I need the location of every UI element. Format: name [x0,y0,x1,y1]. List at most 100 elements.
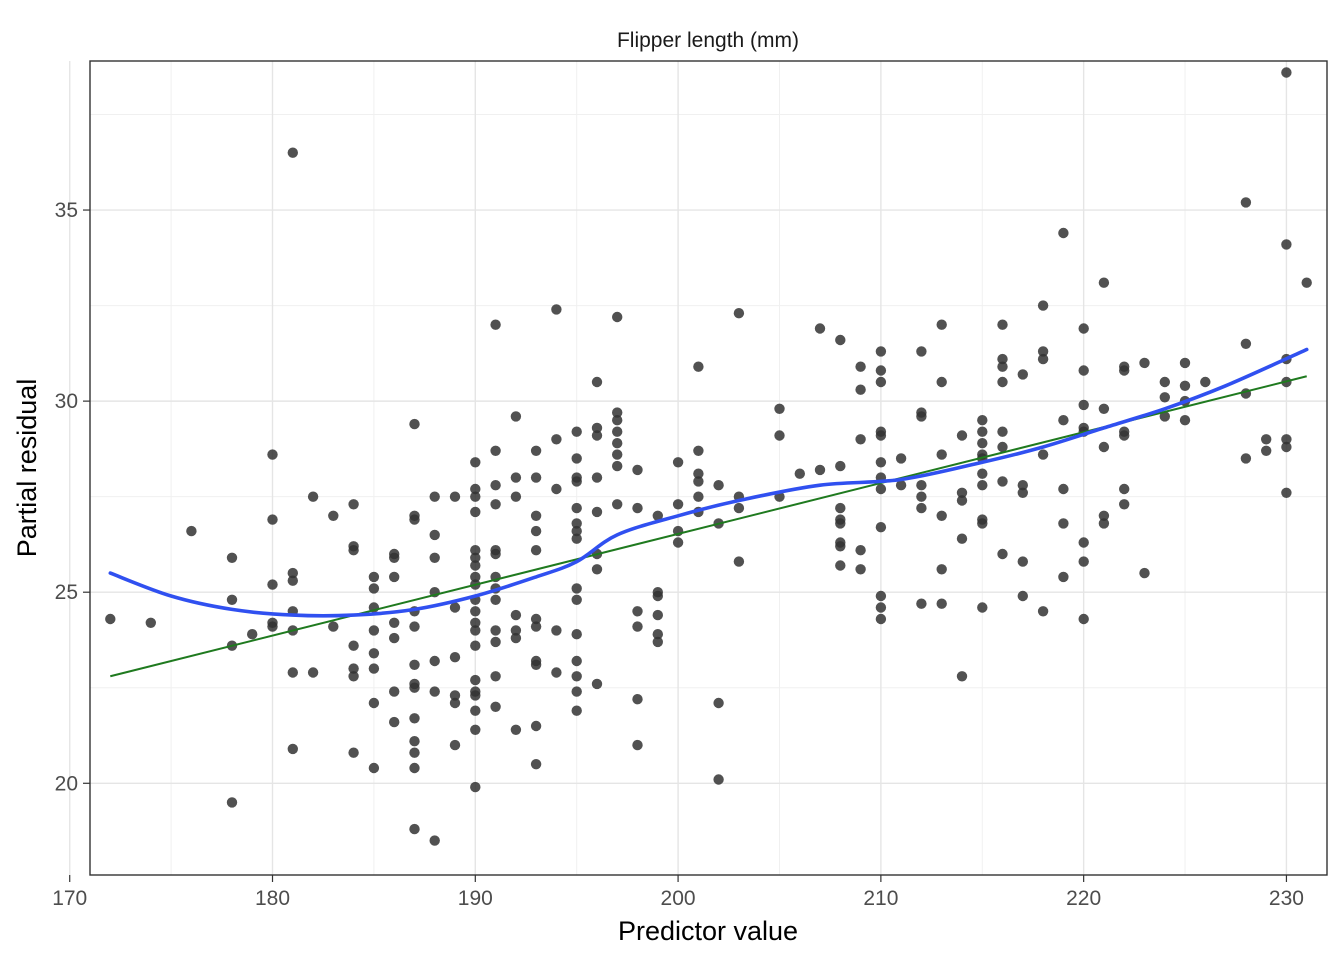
data-point [612,407,623,418]
data-point [835,334,846,346]
data-point [1058,483,1069,495]
data-point [916,598,927,609]
data-point [875,483,887,495]
data-point [287,147,298,158]
data-point [571,476,582,487]
data-point [1281,441,1292,453]
data-point [1159,376,1171,388]
data-point [490,445,501,456]
data-point [733,556,745,567]
data-point [571,518,582,529]
data-point [936,564,947,575]
data-point [1078,323,1089,334]
data-point [470,724,481,735]
data-point [409,736,420,747]
data-point [389,632,400,644]
data-point [470,552,481,563]
data-point [875,457,887,468]
x-axis: 170 180 190 200 210 220 230 [52,875,1304,910]
data-point [1037,449,1049,460]
data-point [1179,415,1191,426]
data-point [551,667,562,678]
data-point [409,514,420,525]
data-point [510,632,522,644]
data-point [226,552,238,563]
data-point [429,655,440,667]
data-point [693,468,704,479]
data-point [389,571,400,583]
data-point [470,457,481,468]
data-point [632,502,643,514]
data-point [145,617,156,628]
data-point [368,697,380,709]
data-point [368,648,380,659]
data-point [510,724,522,735]
data-point [875,365,887,376]
data-point [612,438,623,449]
data-point [348,640,359,651]
data-point [105,613,116,625]
x-tick-label: 190 [458,887,493,910]
data-point [1037,300,1049,311]
data-point [470,690,481,701]
data-point [875,376,887,388]
data-point [1017,480,1028,491]
data-point [267,579,278,590]
y-axis-title: Partial residual [12,379,42,558]
x-tick-label: 200 [661,887,696,910]
data-point [307,667,319,678]
data-point [267,621,278,632]
data-point [510,472,522,483]
data-point [1301,277,1312,288]
data-point [591,430,603,441]
plot-panel [69,60,1328,876]
data-point [510,609,522,621]
data-point [287,575,298,586]
data-point [226,797,238,808]
data-point [510,491,522,502]
data-point [612,449,623,460]
data-point [389,716,400,728]
data-point [571,502,582,514]
data-point [936,319,947,330]
data-point [1281,434,1292,445]
data-point [835,560,846,571]
data-point [591,376,603,388]
data-point [997,548,1008,560]
y-tick-label: 25 [55,581,78,604]
data-point [470,640,481,651]
data-point [490,671,501,682]
data-point [1281,239,1292,250]
y-tick-label: 35 [55,199,78,222]
data-point [368,762,380,774]
data-point [855,434,866,445]
data-point [368,571,380,583]
data-point [1261,445,1272,456]
data-point [530,510,542,521]
data-point [591,564,603,575]
data-point [936,376,947,388]
data-point [348,545,359,556]
data-point [835,460,846,472]
data-point [267,449,278,460]
data-point [490,548,501,560]
data-point [1098,441,1110,453]
data-point [814,323,826,334]
data-point [1159,411,1171,422]
data-point [713,774,724,785]
data-point [530,472,542,483]
data-point [449,602,461,613]
data-point [409,621,420,632]
data-point [449,739,461,751]
data-point [632,739,643,751]
data-point [470,571,481,583]
data-point [1058,571,1069,583]
data-point [1058,227,1069,239]
data-point [794,468,805,479]
data-point [956,533,968,544]
data-point [875,602,887,613]
data-point [1119,499,1130,510]
smooth-fit-line [108,347,1309,618]
x-tick-label: 170 [52,887,87,910]
